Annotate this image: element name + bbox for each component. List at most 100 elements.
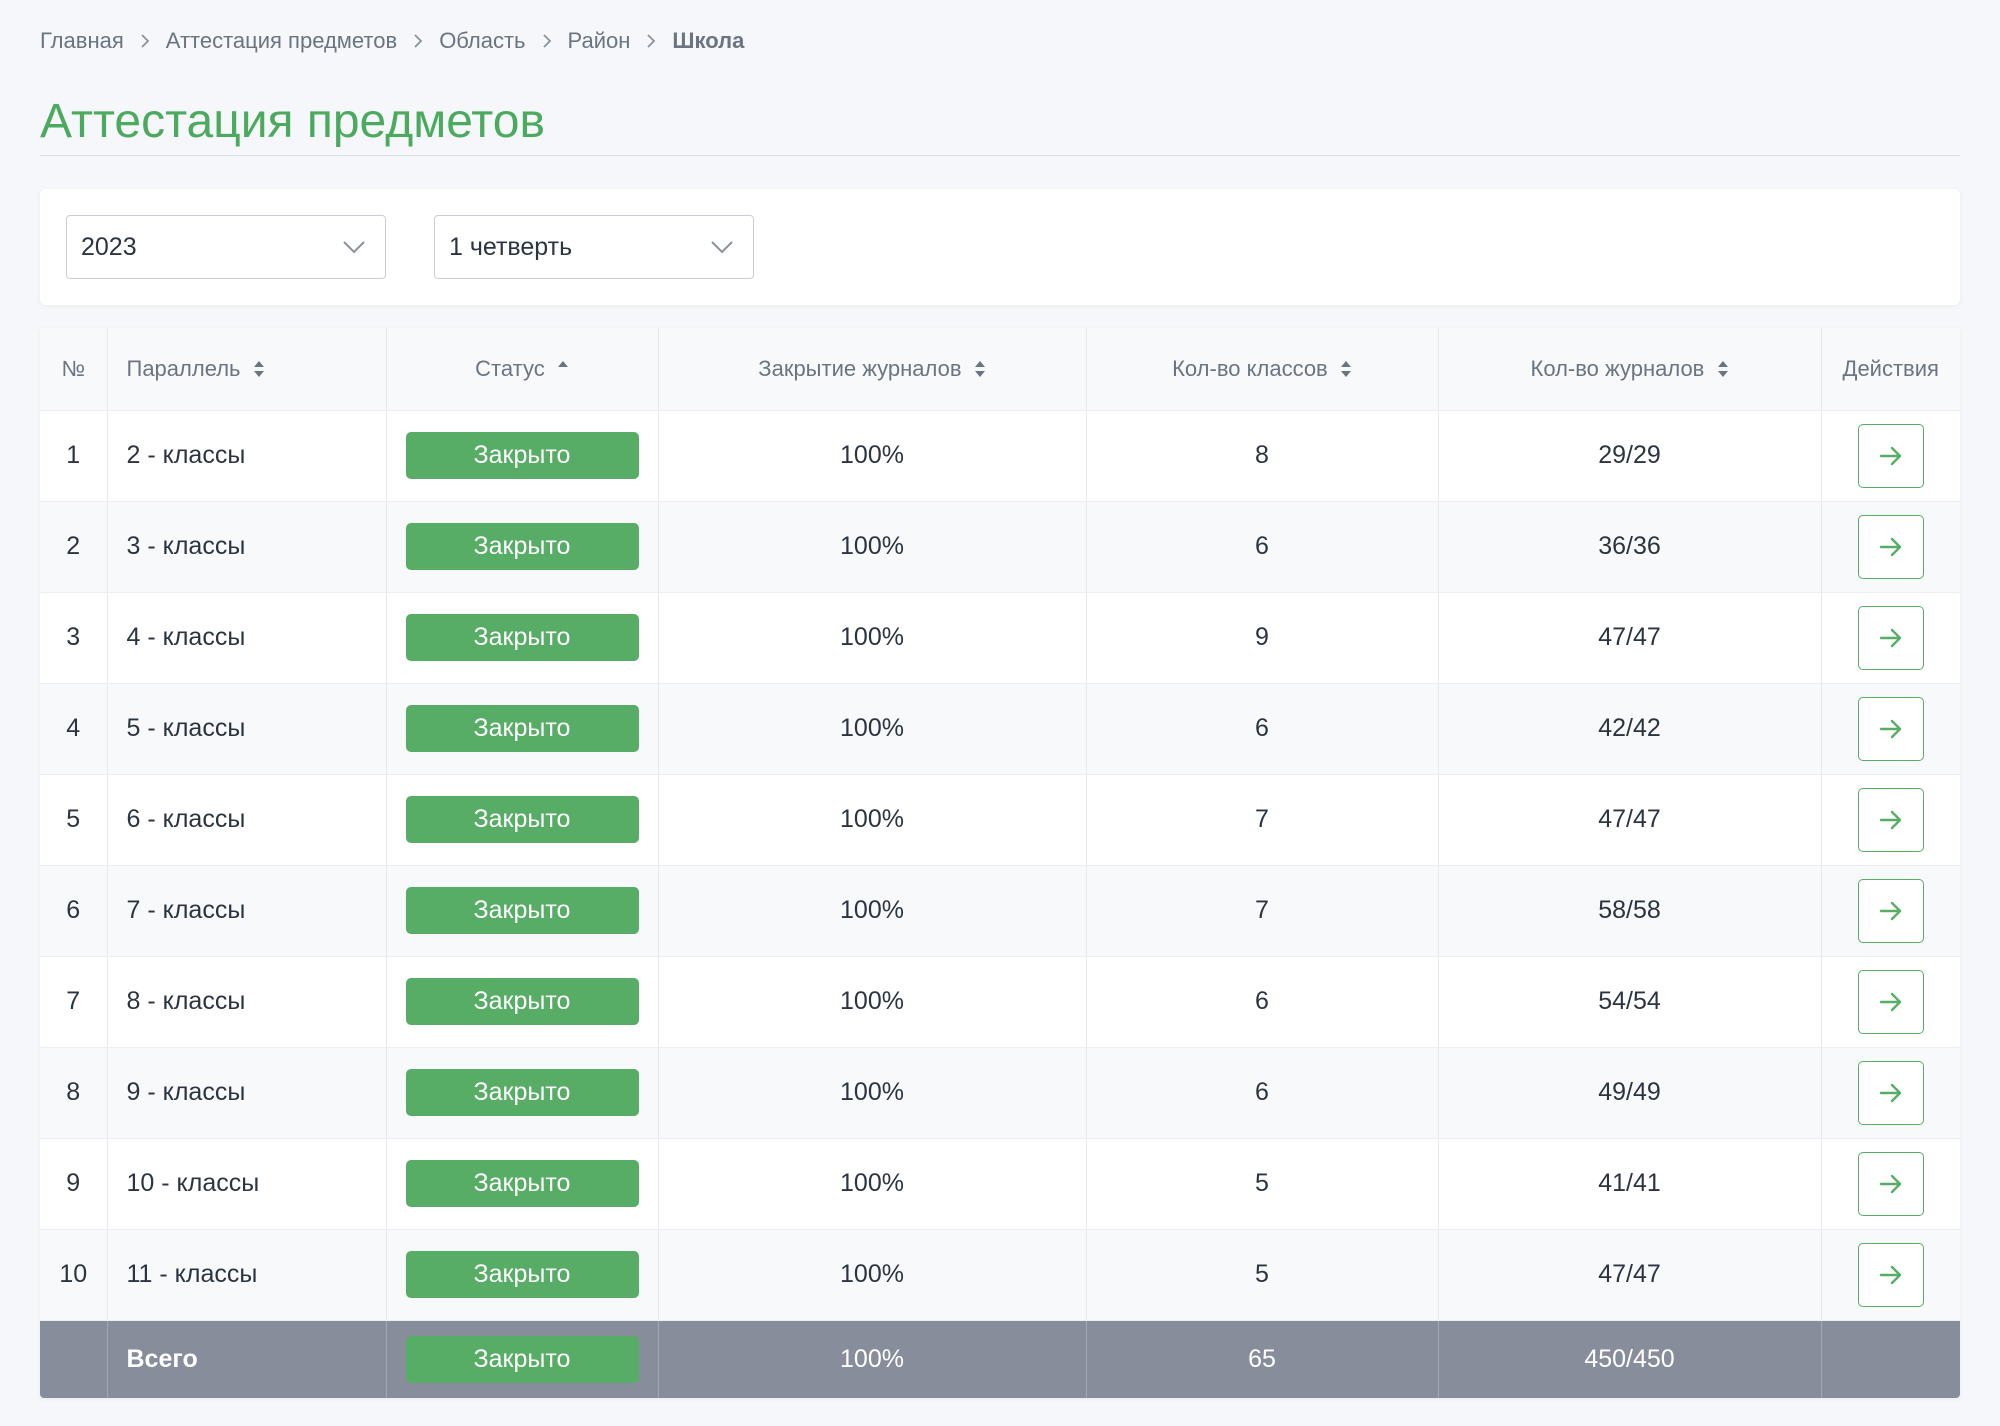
row-num: 7: [40, 956, 108, 1048]
row-classes: 6: [1086, 683, 1439, 775]
arrow-right-icon: [1877, 806, 1905, 834]
total-num-cell: [40, 1320, 108, 1398]
arrow-right-icon: [1877, 1079, 1905, 1107]
column-header-status[interactable]: Статус: [386, 328, 659, 411]
row-closing: 100%: [658, 956, 1087, 1048]
open-row-button[interactable]: [1857, 969, 1924, 1034]
status-badge: Закрыто: [405, 796, 639, 843]
row-status-cell: Закрыто: [386, 1138, 659, 1230]
column-header-num-label: №: [61, 356, 86, 382]
row-classes: 5: [1086, 1138, 1439, 1230]
quarter-select[interactable]: 1 четверть: [434, 215, 754, 279]
row-num: 5: [40, 774, 108, 866]
sort-icon[interactable]: [974, 359, 986, 379]
column-header-classes-label: Кол-во классов: [1172, 356, 1328, 382]
column-header-closing-label: Закрытие журналов: [758, 356, 962, 382]
sort-asc-icon[interactable]: [557, 359, 569, 379]
quarter-select-value: 1 четверть: [449, 232, 573, 261]
sort-icon[interactable]: [253, 359, 265, 379]
chevron-down-icon: [341, 236, 367, 258]
row-num: 9: [40, 1138, 108, 1230]
row-classes: 7: [1086, 774, 1439, 866]
row-actions-cell: [1821, 956, 1960, 1048]
row-status-cell: Закрыто: [386, 865, 659, 957]
year-select[interactable]: 2023: [66, 215, 386, 279]
arrow-right-icon: [1877, 715, 1905, 743]
row-actions-cell: [1821, 592, 1960, 684]
row-num: 4: [40, 683, 108, 775]
breadcrumb-item-district[interactable]: Район: [567, 28, 631, 53]
row-status-cell: Закрыто: [386, 1229, 659, 1321]
row-journals: 47/47: [1438, 774, 1822, 866]
open-row-button[interactable]: [1857, 878, 1924, 943]
status-badge: Закрыто: [405, 1335, 639, 1383]
row-journals: 47/47: [1438, 592, 1822, 684]
row-num: 6: [40, 865, 108, 957]
row-closing: 100%: [658, 865, 1087, 957]
row-actions-cell: [1821, 683, 1960, 775]
row-num: 8: [40, 1047, 108, 1139]
chevron-right-icon: [136, 32, 154, 50]
breadcrumb-item-home[interactable]: Главная: [40, 28, 124, 53]
status-badge: Закрыто: [405, 1069, 639, 1116]
status-badge: Закрыто: [405, 614, 639, 661]
open-row-button[interactable]: [1857, 1151, 1924, 1216]
table-total-row: Всего Закрыто 100% 65 450/450: [40, 1320, 1960, 1398]
arrow-right-icon: [1877, 1261, 1905, 1289]
open-row-button[interactable]: [1857, 423, 1924, 488]
open-row-button[interactable]: [1857, 605, 1924, 670]
status-badge: Закрыто: [405, 978, 639, 1025]
row-classes: 6: [1086, 956, 1439, 1048]
column-header-num: №: [40, 328, 108, 411]
column-header-status-label: Статус: [475, 356, 545, 382]
breadcrumb-item-attestation[interactable]: Аттестация предметов: [165, 28, 398, 53]
total-actions-cell: [1821, 1320, 1960, 1398]
column-header-parallel[interactable]: Параллель: [107, 328, 387, 411]
sort-icon[interactable]: [1340, 359, 1352, 379]
arrow-right-icon: [1877, 533, 1905, 561]
open-row-button[interactable]: [1857, 1060, 1924, 1125]
arrow-right-icon: [1877, 624, 1905, 652]
row-classes: 9: [1086, 592, 1439, 684]
column-header-classes[interactable]: Кол-во классов: [1086, 328, 1439, 411]
row-parallel: 3 - классы: [107, 501, 387, 593]
arrow-right-icon: [1877, 1170, 1905, 1198]
column-header-journals-label: Кол-во журналов: [1530, 356, 1705, 382]
row-classes: 6: [1086, 501, 1439, 593]
column-header-closing[interactable]: Закрытие журналов: [658, 328, 1087, 411]
row-parallel: 11 - классы: [107, 1229, 387, 1321]
open-row-button[interactable]: [1857, 514, 1924, 579]
row-status-cell: Закрыто: [386, 683, 659, 775]
row-parallel: 10 - классы: [107, 1138, 387, 1230]
row-status-cell: Закрыто: [386, 956, 659, 1048]
row-classes: 8: [1086, 410, 1439, 502]
row-closing: 100%: [658, 1047, 1087, 1139]
breadcrumb-item-region[interactable]: Область: [439, 28, 526, 53]
row-num: 3: [40, 592, 108, 684]
row-journals: 58/58: [1438, 865, 1822, 957]
open-row-button[interactable]: [1857, 696, 1924, 761]
column-header-actions: Действия: [1821, 328, 1960, 411]
row-closing: 100%: [658, 683, 1087, 775]
open-row-button[interactable]: [1857, 1242, 1924, 1307]
row-journals: 29/29: [1438, 410, 1822, 502]
status-badge: Закрыто: [405, 705, 639, 752]
column-header-actions-label: Действия: [1842, 356, 1939, 382]
column-header-journals[interactable]: Кол-во журналов: [1438, 328, 1822, 411]
row-num: 2: [40, 501, 108, 593]
total-classes: 65: [1086, 1320, 1439, 1398]
sort-icon[interactable]: [1717, 359, 1729, 379]
row-actions-cell: [1821, 1138, 1960, 1230]
breadcrumb: Главная Аттестация предметов Область Рай…: [40, 28, 744, 54]
row-parallel: 9 - классы: [107, 1047, 387, 1139]
total-closing: 100%: [658, 1320, 1087, 1398]
status-badge: Закрыто: [405, 432, 639, 479]
open-row-button[interactable]: [1857, 787, 1924, 852]
